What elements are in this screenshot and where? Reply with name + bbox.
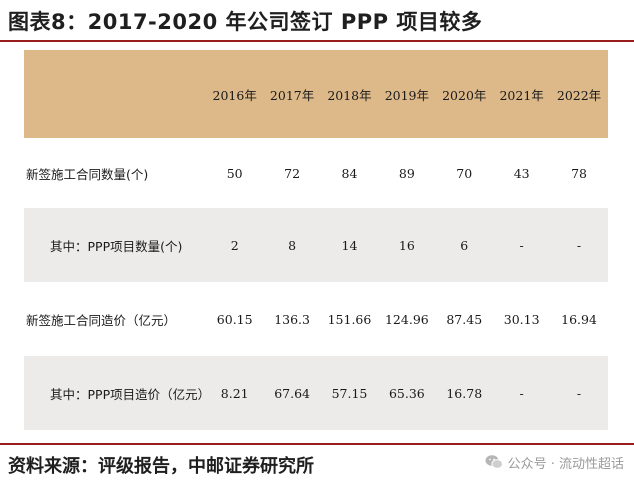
table-cell: 70 [456,165,473,181]
header-cell: 2022年 [556,87,602,103]
table-row: 其中：PPP项目数量(个) 2 8 14 16 6 - - [24,208,608,282]
table-cell: 43 [513,165,530,181]
table-cell: - [576,385,582,401]
table-cell: 65.36 [388,385,425,401]
wechat-icon [485,454,503,470]
table-header-row: 2016年 2017年 2018年 2019年 2020年 2021年 2022… [24,50,608,138]
table-cell: 151.66 [327,311,372,327]
table-cell: 89 [398,165,415,181]
table-cell: 8.21 [220,385,249,401]
table-cell: 6 [460,237,469,253]
table-cell: 16.94 [561,311,597,327]
table-cell: 72 [284,165,301,181]
header-cell: 2018年 [327,87,372,103]
row-label: 新签施工合同数量(个) [26,166,149,182]
table-cell: 16 [398,237,415,253]
header-cell: 2016年 [212,87,257,103]
table-cell: 78 [571,165,587,181]
table-row: 新签施工合同造价（亿元） 60.15 136.3 151.66 124.96 8… [24,282,608,356]
table-row: 新签施工合同数量(个) 50 72 84 89 70 43 78 [24,138,608,208]
watermark-text: 公众号 · 流动性超话 [507,456,624,472]
table-cell: 14 [341,237,358,253]
header-cell: 2020年 [442,87,487,103]
table-cell: 8 [288,237,297,253]
table-cell: - [519,237,524,253]
table-cell: 2 [230,237,239,253]
source-note: 资料来源：评级报告，中邮证券研究所 [8,456,314,477]
row-label: 新签施工合同造价（亿元） [26,312,177,328]
title-divider [0,40,634,42]
table-cell: 87.45 [446,311,483,327]
table-cell: - [519,385,524,401]
table-cell: - [576,237,582,253]
table-cell: 57.15 [331,385,368,401]
header-cell: 2021年 [499,87,544,103]
table-cell: 124.96 [384,311,429,327]
row-label: 其中：PPP项目造价（亿元） [50,386,211,402]
table-cell: 84 [341,165,358,181]
header-cell: 2019年 [384,87,430,103]
footer-divider [0,443,634,445]
table-cell: 67.64 [274,385,310,401]
row-label: 其中：PPP项目数量(个) [50,238,183,254]
table-cell: 136.3 [274,311,310,327]
table-cell: 50 [226,165,243,181]
table-cell: 60.15 [216,311,253,327]
watermark: 公众号 · 流动性超话 [485,452,624,472]
figure-title: 图表8：2017-2020 年公司签订 PPP 项目较多 [8,10,483,34]
table-cell: 30.13 [503,311,540,327]
table-row: 其中：PPP项目造价（亿元） 8.21 67.64 57.15 65.36 16… [24,356,608,430]
table-cell: 16.78 [446,385,483,401]
header-cell: 2017年 [269,87,315,103]
